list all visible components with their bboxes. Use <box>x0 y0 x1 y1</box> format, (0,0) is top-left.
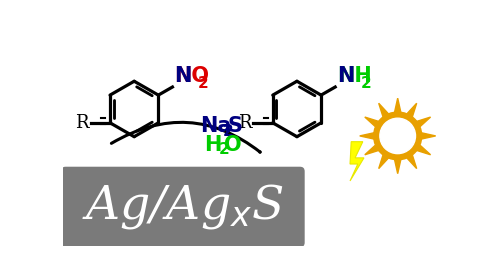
Text: R: R <box>75 114 88 132</box>
Text: R: R <box>238 114 252 132</box>
Polygon shape <box>407 103 416 117</box>
Text: H: H <box>204 135 222 155</box>
Polygon shape <box>378 155 388 169</box>
Text: NO: NO <box>174 66 209 86</box>
Polygon shape <box>416 145 430 155</box>
FancyArrowPatch shape <box>112 122 260 152</box>
Circle shape <box>380 118 416 154</box>
Polygon shape <box>394 160 401 174</box>
Text: NH: NH <box>336 66 372 86</box>
Polygon shape <box>350 142 364 181</box>
Polygon shape <box>360 133 374 139</box>
Text: N: N <box>174 66 192 86</box>
Polygon shape <box>394 98 401 112</box>
Text: 2: 2 <box>198 76 208 91</box>
Polygon shape <box>416 117 430 127</box>
Polygon shape <box>365 117 378 127</box>
Text: 2: 2 <box>361 76 372 91</box>
Text: 2: 2 <box>218 142 230 157</box>
Polygon shape <box>365 145 378 155</box>
Polygon shape <box>422 133 436 139</box>
Text: 2: 2 <box>222 124 234 139</box>
Text: S: S <box>228 116 243 136</box>
Circle shape <box>374 112 422 160</box>
Text: Ag/Ag$_x$S: Ag/Ag$_x$S <box>82 182 283 231</box>
FancyBboxPatch shape <box>61 167 304 247</box>
Polygon shape <box>407 155 416 169</box>
Text: O: O <box>224 135 242 155</box>
Polygon shape <box>378 103 388 117</box>
Text: Na: Na <box>200 116 232 136</box>
Text: N: N <box>336 66 354 86</box>
